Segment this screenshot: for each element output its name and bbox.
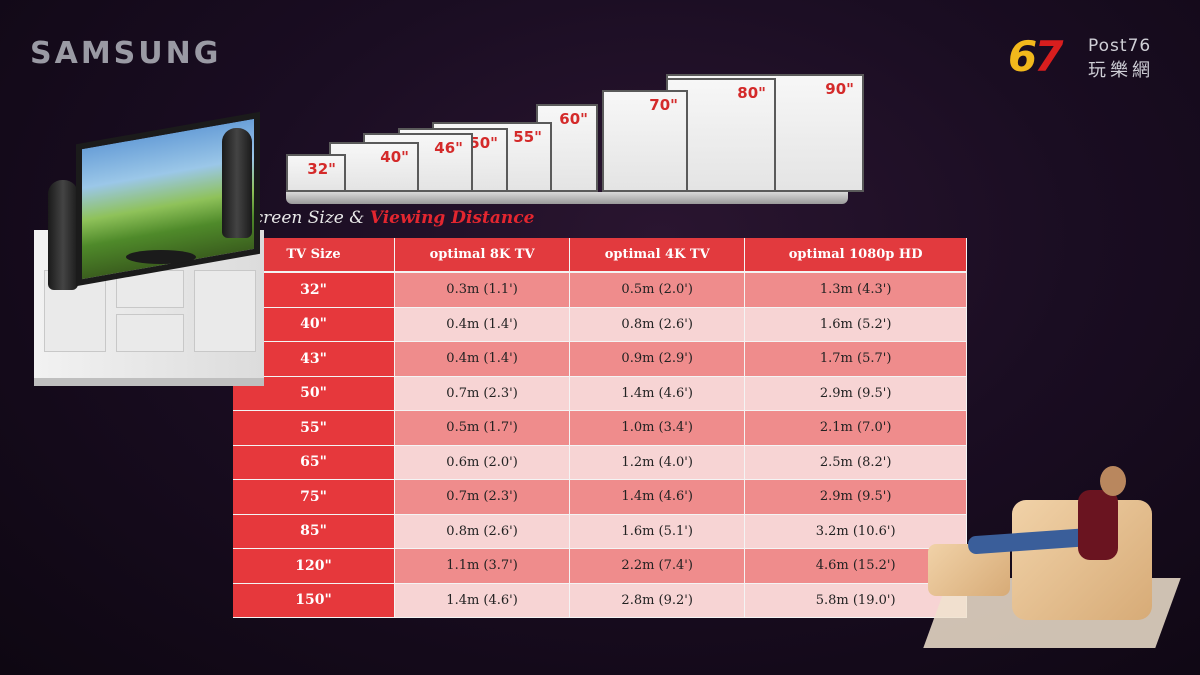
tv-size-label: 90" <box>825 80 854 98</box>
cell-8k: 0.7m (2.3') <box>395 376 571 411</box>
tv-size-label: 32" <box>307 160 336 178</box>
cell-size: 50" <box>233 376 395 411</box>
table-row: 65" 0.6m (2.0') 1.2m (4.0') 2.5m (8.2') <box>233 445 967 480</box>
cell-8k: 0.5m (1.7') <box>395 411 571 446</box>
table-row: 43" 0.4m (1.4') 0.9m (2.9') 1.7m (5.7') <box>233 342 967 377</box>
title-screen-size: Screen Size & <box>242 208 365 228</box>
cell-8k: 0.4m (1.4') <box>395 342 571 377</box>
tv-size-box: 32" <box>286 154 346 192</box>
header-1080p: optimal 1080p HD <box>745 238 967 273</box>
cell-8k: 0.8m (2.6') <box>395 514 571 549</box>
cell-4k: 2.8m (9.2') <box>570 583 746 618</box>
logo-post-text: Post76 <box>1088 36 1152 56</box>
tv-size-label: 46" <box>434 139 463 157</box>
cell-1080p: 1.3m (4.3') <box>745 273 967 308</box>
cell-1080p: 2.9m (9.5') <box>745 376 967 411</box>
cell-8k: 0.6m (2.0') <box>395 445 571 480</box>
table-row: 75" 0.7m (2.3') 1.4m (4.6') 2.9m (9.5') <box>233 480 967 515</box>
logo-seven: 6 <box>1008 32 1037 81</box>
tv-size-label: 70" <box>649 96 678 114</box>
cell-4k: 1.4m (4.6') <box>570 480 746 515</box>
table-row: 150" 1.4m (4.6') 2.8m (9.2') 5.8m (19.0'… <box>233 583 967 618</box>
cell-8k: 1.4m (4.6') <box>395 583 571 618</box>
cell-4k: 1.2m (4.0') <box>570 445 746 480</box>
table-row: 40" 0.4m (1.4') 0.8m (2.6') 1.6m (5.2') <box>233 307 967 342</box>
speaker-left <box>48 180 78 290</box>
cell-size: 150" <box>233 583 395 618</box>
person-on-sofa-illustration <box>923 460 1181 660</box>
tv-size-label: 80" <box>737 84 766 102</box>
tv-cabinet-illustration <box>28 111 268 402</box>
cell-8k: 1.1m (3.7') <box>395 549 571 584</box>
table-row: 85" 0.8m (2.6') 1.6m (5.1') 3.2m (10.6') <box>233 514 967 549</box>
cell-size: 65" <box>233 445 395 480</box>
logo-number: 67 <box>1008 32 1063 81</box>
cell-4k: 2.2m (7.4') <box>570 549 746 584</box>
cell-size: 55" <box>233 411 395 446</box>
cell-8k: 0.7m (2.3') <box>395 480 571 515</box>
cell-size: 120" <box>233 549 395 584</box>
tv-stand <box>126 250 196 264</box>
cell-1080p: 2.9m (9.5') <box>745 480 967 515</box>
tv-base-line <box>286 192 848 204</box>
cabinet-drawer <box>116 314 184 352</box>
header-4k: optimal 4K TV <box>570 238 746 273</box>
tv-size-label: 50" <box>469 134 498 152</box>
speaker-right <box>222 128 252 238</box>
cell-size: 85" <box>233 514 395 549</box>
table-row: 32" 0.3m (1.1') 0.5m (2.0') 1.3m (4.3') <box>233 273 967 308</box>
tv-size-label: 40" <box>380 148 409 166</box>
cell-4k: 1.4m (4.6') <box>570 376 746 411</box>
person-torso <box>1078 490 1118 560</box>
cell-1080p: 3.2m (10.6') <box>745 514 967 549</box>
tv-size-box: 70" <box>602 90 688 192</box>
cell-4k: 0.5m (2.0') <box>570 273 746 308</box>
tv-size-label: 60" <box>559 110 588 128</box>
cell-1080p: 2.5m (8.2') <box>745 445 967 480</box>
cabinet-drawer <box>194 270 256 352</box>
logo-chinese-text: 玩樂網 <box>1088 60 1154 81</box>
cell-4k: 1.6m (5.1') <box>570 514 746 549</box>
title-viewing-distance: Viewing Distance <box>369 208 535 228</box>
ottoman <box>928 544 1010 596</box>
logo-six: 7 <box>1034 32 1063 81</box>
cell-8k: 0.4m (1.4') <box>395 307 571 342</box>
viewing-distance-table: TV Size optimal 8K TV optimal 4K TV opti… <box>233 238 967 618</box>
table-header-row: TV Size optimal 8K TV optimal 4K TV opti… <box>233 238 967 273</box>
cell-8k: 0.3m (1.1') <box>395 273 571 308</box>
tv-size-comparison: 32" 40" 46" 50" 55" 60" 70" 80" 90" <box>286 72 866 204</box>
table-row: 55" 0.5m (1.7') 1.0m (3.4') 2.1m (7.0') <box>233 411 967 446</box>
cell-size: 75" <box>233 480 395 515</box>
post76-logo: 67 Post76 玩樂網 <box>1008 32 1188 84</box>
samsung-logo: SAMSUNG <box>30 36 222 71</box>
tv-size-label: 55" <box>513 128 542 146</box>
cell-1080p: 2.1m (7.0') <box>745 411 967 446</box>
cell-1080p: 1.6m (5.2') <box>745 307 967 342</box>
person-head <box>1100 466 1126 496</box>
chart-title: Screen Size & Viewing Distance <box>242 208 534 228</box>
header-8k: optimal 8K TV <box>395 238 571 273</box>
cell-4k: 1.0m (3.4') <box>570 411 746 446</box>
cell-4k: 0.9m (2.9') <box>570 342 746 377</box>
cell-4k: 0.8m (2.6') <box>570 307 746 342</box>
table-row: 50" 0.7m (2.3') 1.4m (4.6') 2.9m (9.5') <box>233 376 967 411</box>
table-row: 120" 1.1m (3.7') 2.2m (7.4') 4.6m (15.2'… <box>233 549 967 584</box>
cell-1080p: 1.7m (5.7') <box>745 342 967 377</box>
